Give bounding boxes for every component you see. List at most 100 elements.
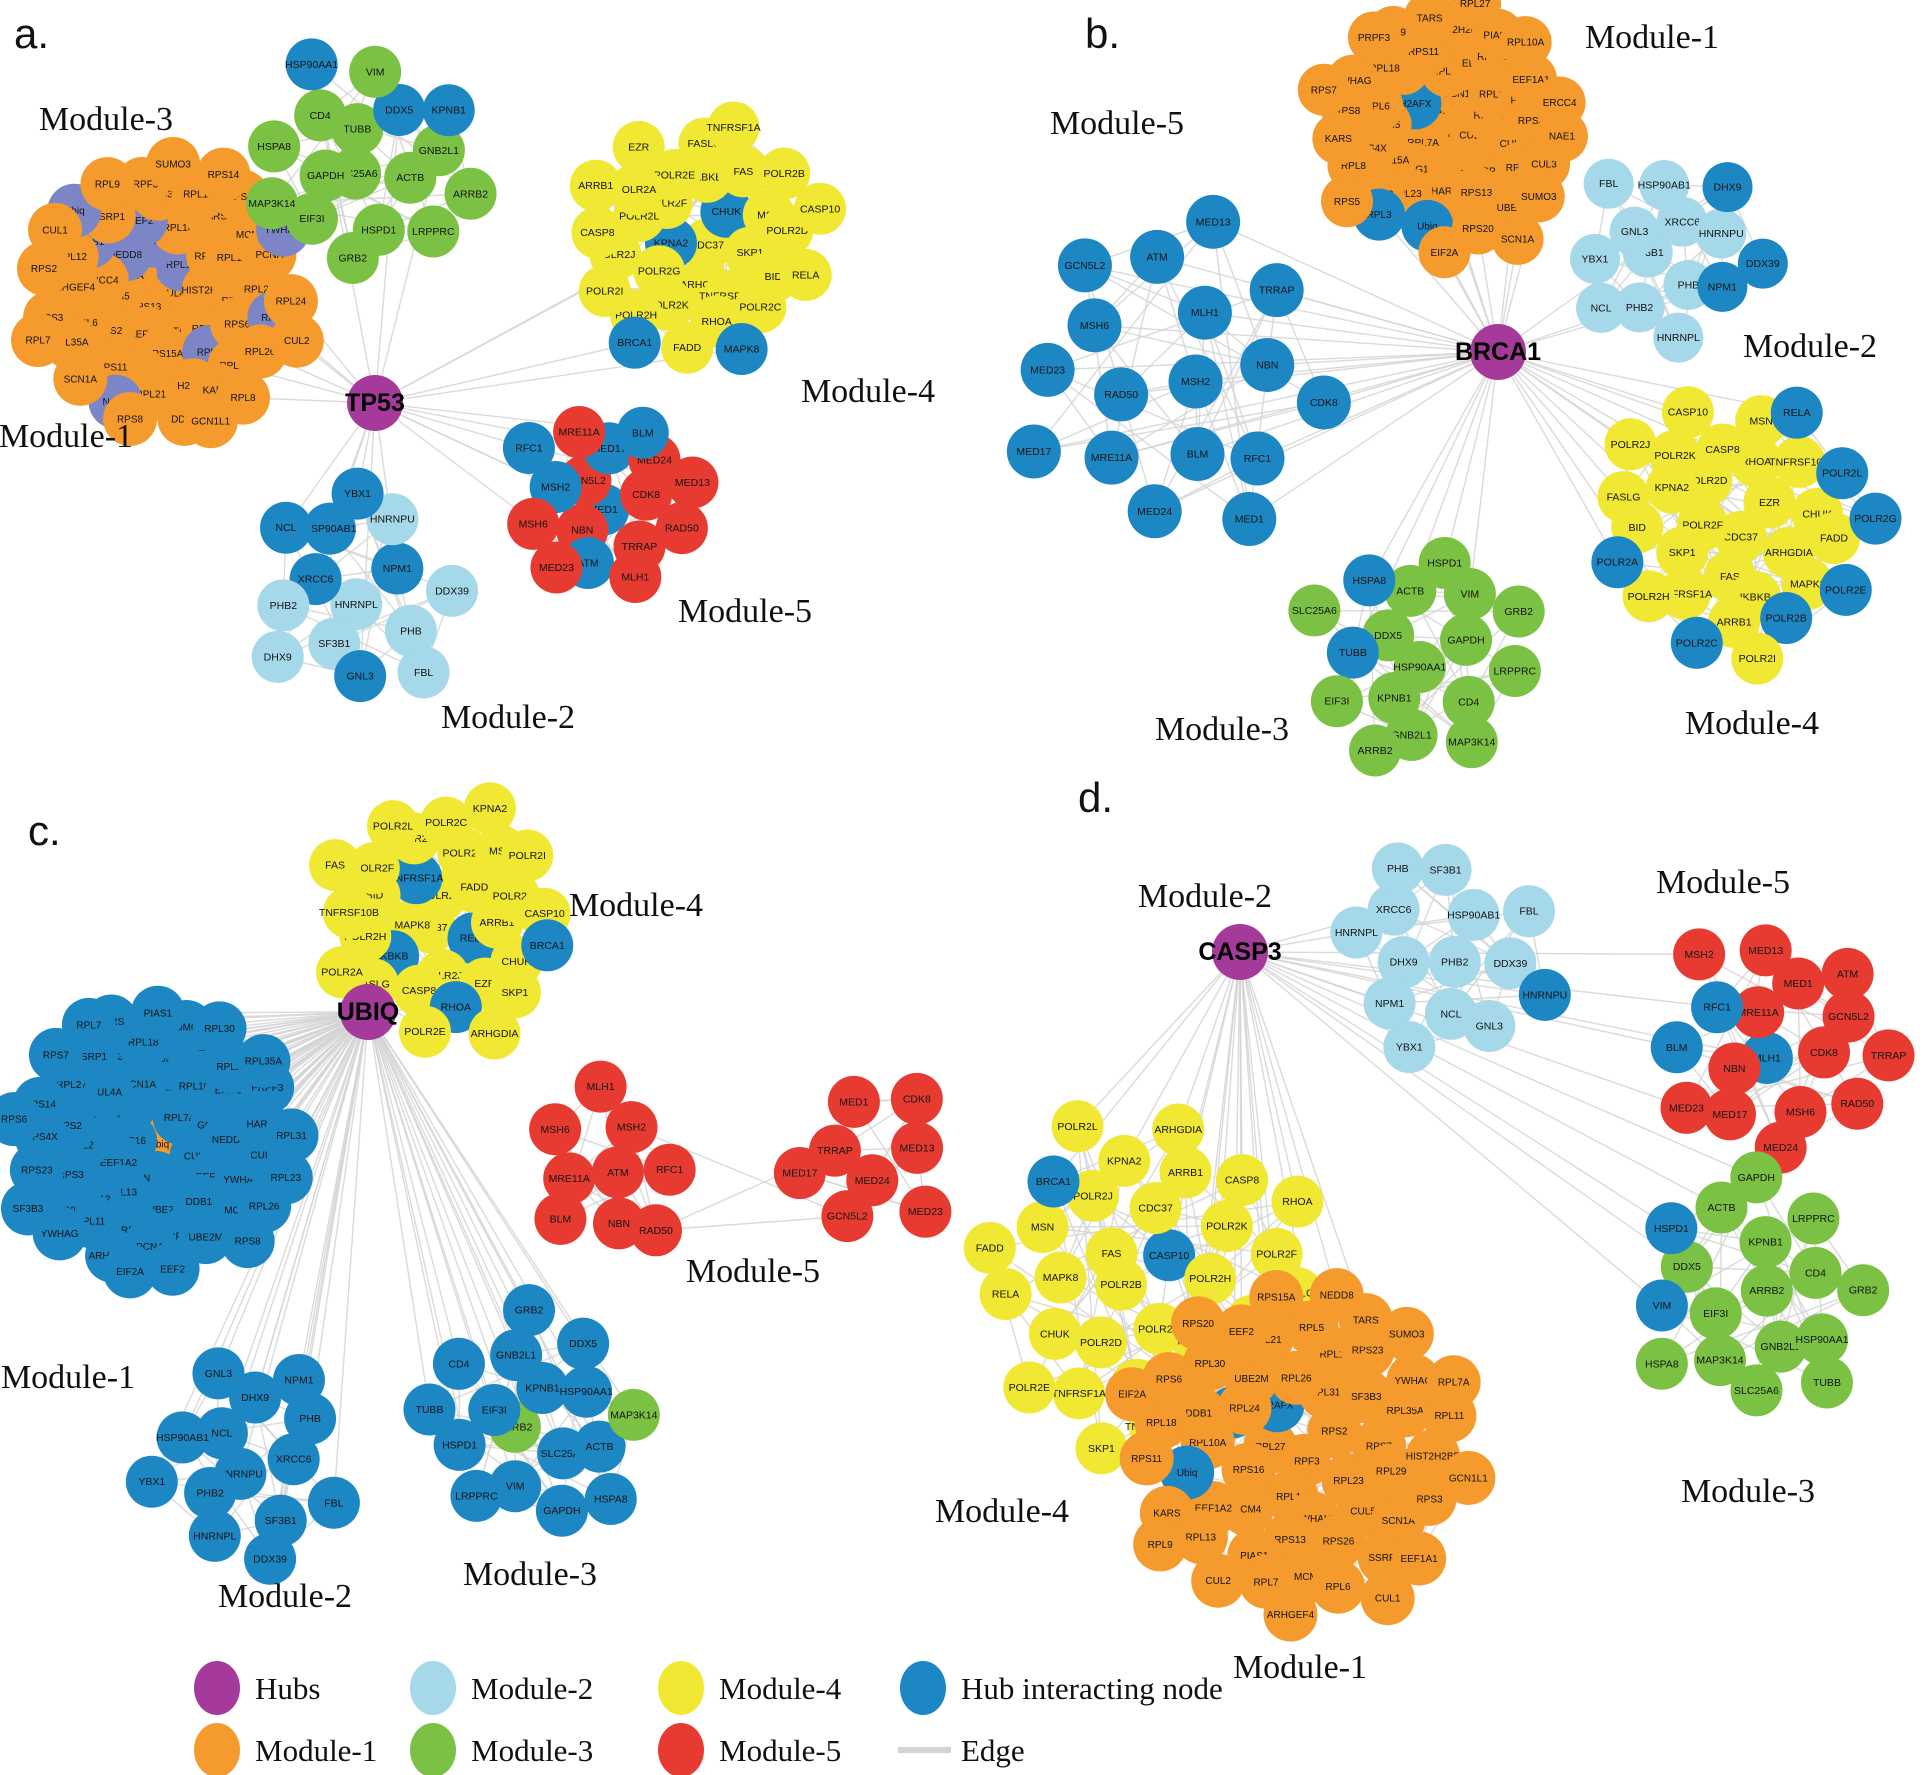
node-label-HIST2H2BE: HIST2H2BE — [182, 285, 237, 296]
node-label-SKP1: SKP1 — [1669, 547, 1696, 559]
node-ACTB: ACTB — [1695, 1181, 1748, 1234]
legend: Hubs Module-2 Module-4 Hub interacting node… — [194, 1661, 1223, 1775]
node-NAE1: NAE1 — [1535, 110, 1588, 163]
node-LRPPRC: LRPPRC — [450, 1469, 503, 1522]
node-label-EIF2A: EIF2A — [116, 1267, 144, 1278]
node-label-POLR2J: POLR2J — [1073, 1190, 1113, 1202]
node-MLH1: MLH1 — [609, 550, 662, 603]
node-label-MSH6: MSH6 — [541, 1124, 570, 1136]
node-label-CUL1: CUL1 — [250, 1151, 276, 1162]
node-label-NCL: NCL — [211, 1428, 232, 1440]
node-label-RPL12: RPL12 — [56, 252, 87, 263]
node-label-FAS: FAS — [1102, 1248, 1122, 1260]
node-DHX9: DHX9 — [251, 630, 304, 683]
node-DDX39: DDX39 — [1484, 937, 1537, 990]
node-label-KARS: KARS — [1153, 1508, 1181, 1519]
node-POLR2D: POLR2D — [1074, 1316, 1127, 1369]
node-label-EEF1A1: EEF1A1 — [1512, 75, 1550, 86]
node-FADD: FADD — [661, 321, 714, 374]
node-label-CUL4A: CUL4A — [90, 1087, 123, 1098]
node-CD4: CD4 — [1442, 675, 1495, 728]
node-label-CHUK: CHUK — [1040, 1328, 1070, 1340]
node-label-RPS2: RPS2 — [56, 1121, 83, 1132]
node-label-KPNA2: KPNA2 — [1655, 482, 1690, 494]
module-label-a-module-1: Module-1 — [0, 418, 133, 455]
node-GNB2L1: GNB2L1 — [1754, 1320, 1807, 1373]
node-label-MAPK8: MAPK8 — [1043, 1272, 1079, 1284]
node-label-RPL13: RPL13 — [217, 253, 248, 264]
node-label-HIST2H2BE: HIST2H2BE — [1430, 25, 1485, 36]
node-NBN: NBN — [1240, 337, 1295, 392]
node-BLM: BLM — [534, 1192, 587, 1245]
node-label-RPS13: RPS13 — [1461, 188, 1493, 199]
node-ARRB1: ARRB1 — [1159, 1146, 1212, 1199]
node-label-YBX1: YBX1 — [344, 488, 371, 500]
node-HSPA8: HSPA8 — [584, 1473, 637, 1526]
node-label-PRPF3: PRPF3 — [1287, 1456, 1320, 1467]
node-label-ERCC4: ERCC4 — [85, 275, 119, 286]
node-label-EEF1A1: EEF1A1 — [196, 1172, 234, 1183]
node-PHB: PHB — [1371, 842, 1424, 895]
node-label-DDX5: DDX5 — [569, 1338, 597, 1350]
module-label-c-module-5: Module-5 — [686, 1253, 820, 1290]
node-label-RPL18: RPL18 — [1146, 1418, 1177, 1429]
node-label-ARRB2: ARRB2 — [453, 188, 488, 200]
node-SKP1: SKP1 — [488, 966, 541, 1019]
legend-item-module-4: Module-4 — [658, 1661, 842, 1715]
node-label-PCNA: PCNA — [255, 250, 283, 261]
node-MAPK8: MAPK8 — [715, 323, 768, 376]
node-POLR2F: POLR2F — [1250, 1227, 1303, 1280]
node-ACTB: ACTB — [573, 1420, 626, 1473]
node-label-MED1: MED1 — [1235, 514, 1264, 526]
node-POLR2A: POLR2A — [316, 946, 369, 999]
node-CASP10: CASP10 — [1143, 1229, 1196, 1282]
node-label-KPNB1: KPNB1 — [432, 105, 467, 117]
node-POLR2J: POLR2J — [1067, 1169, 1120, 1222]
node-HSP90AB1: HSP90AB1 — [1638, 160, 1691, 211]
node-ARRB1: ARRB1 — [569, 159, 622, 212]
node-label-EIF3I: EIF3I — [1324, 696, 1349, 708]
node-label-DHX9: DHX9 — [1714, 182, 1742, 194]
node-label-PCNA: PCNA — [136, 1242, 164, 1253]
node-label-YWHAH: YWHAH — [223, 1175, 260, 1186]
node-label-DDX39: DDX39 — [253, 1553, 287, 1565]
node-label-MSH6: MSH6 — [1786, 1107, 1815, 1119]
node-label-RELA: RELA — [1783, 407, 1810, 419]
node-RPL24: RPL24 — [263, 274, 318, 329]
node-HNRNPL: HNRNPL — [1330, 906, 1383, 959]
node-EZR: EZR — [1743, 476, 1796, 529]
node-label-EIF3I: EIF3I — [1703, 1308, 1728, 1320]
node-label-RPL27: RPL27 — [1460, 0, 1491, 10]
node-MED23: MED23 — [899, 1185, 952, 1238]
node-label-RELA: RELA — [792, 269, 819, 281]
node-label-FADD: FADD — [673, 342, 701, 354]
hub-label-UBIQ: UBIQ — [337, 998, 400, 1026]
node-label-SCN1A: SCN1A — [64, 374, 98, 385]
node-DDX39: DDX39 — [244, 1532, 297, 1585]
node-MED13: MED13 — [666, 456, 719, 509]
node-label-NAE1: NAE1 — [1549, 132, 1576, 143]
node-POLR2B: POLR2B — [758, 147, 811, 200]
node-label-CHUK: CHUK — [502, 956, 532, 968]
module-label-d-module-5: Module-5 — [1656, 864, 1790, 901]
node-GRB2: GRB2 — [326, 231, 379, 284]
node-label-CDC37: CDC37 — [690, 239, 725, 251]
node-RFC1: RFC1 — [643, 1143, 696, 1196]
node-label-TRRAP: TRRAP — [1259, 285, 1295, 297]
node-label-TARS: TARS — [1353, 1316, 1379, 1327]
node-RFC1: RFC1 — [1230, 431, 1285, 486]
node-label-MED24: MED24 — [855, 1175, 890, 1187]
node-KPNA2: KPNA2 — [1098, 1134, 1151, 1187]
node-ARHGEF4: ARHGEF4 — [1263, 1587, 1318, 1642]
node-label-CUL4B: CUL4B — [159, 289, 192, 300]
node-label-MLH1: MLH1 — [1753, 1052, 1781, 1064]
node-MRE11A: MRE11A — [543, 1152, 596, 1205]
node-label-TNFRSF1A: TNFRSF1A — [1052, 1388, 1106, 1400]
node-POLR2E: POLR2E — [1819, 563, 1872, 616]
node-FBL: FBL — [1503, 885, 1556, 938]
node-label-GRB2: GRB2 — [1504, 606, 1533, 618]
node-label-RPL13: RPL13 — [106, 1188, 137, 1199]
node-label-CDK8: CDK8 — [632, 489, 660, 501]
node-label-POLR2B: POLR2B — [1765, 613, 1806, 625]
node-DHX9: DHX9 — [1377, 936, 1430, 989]
